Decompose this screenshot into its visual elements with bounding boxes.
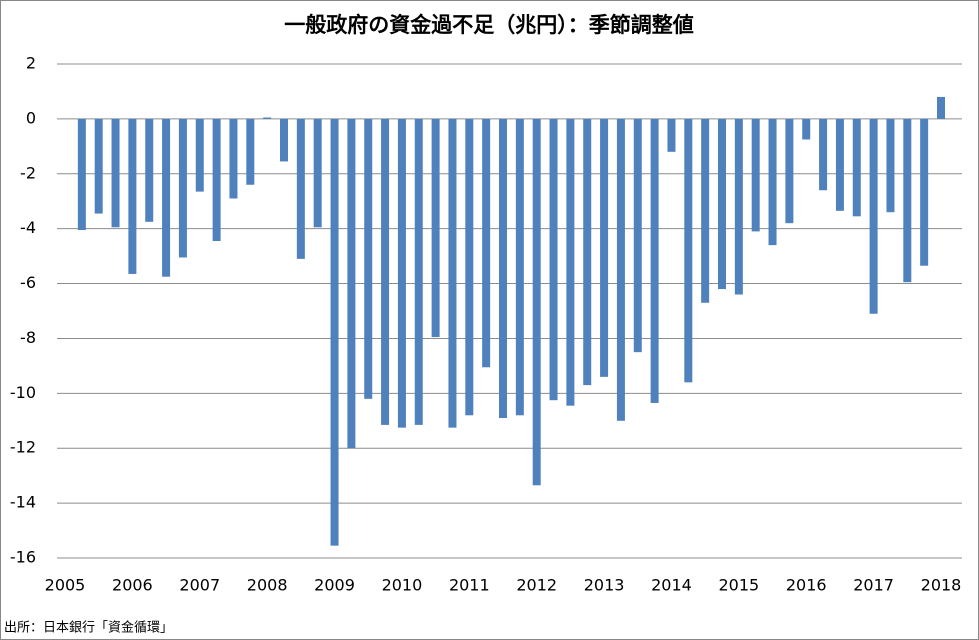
y-tick-label: 2 [26,54,36,73]
x-tick-label: 2005 [45,576,86,595]
bar [903,118,912,283]
bar [751,118,760,232]
x-tick-label: 2011 [449,576,490,595]
bar [195,118,204,192]
bar [178,118,187,258]
x-tick-label: 2010 [382,576,423,595]
bar [465,118,474,416]
bar [77,118,86,231]
bar [734,118,743,295]
bar [482,118,491,368]
y-tick-label: -4 [20,218,36,237]
bar [667,118,676,152]
bar [886,118,895,213]
bar [364,118,373,399]
bar [920,118,929,266]
bar [263,117,272,119]
bar [229,118,238,199]
bar [600,118,609,377]
bar [566,118,575,406]
x-tick-label: 2006 [112,576,153,595]
bar [280,118,288,162]
bar [145,118,154,222]
bar [414,118,423,425]
bar [650,118,659,403]
bar [94,118,103,214]
bar [835,118,844,211]
y-tick-label: -8 [20,328,36,347]
bar [313,118,322,228]
bar [616,118,625,421]
bar [785,118,794,224]
bar [684,118,693,383]
bar [111,118,120,228]
y-tick-label: -12 [10,438,36,457]
y-tick-label: -6 [20,273,36,292]
y-tick-label: 0 [26,108,36,127]
x-tick-label: 2015 [718,576,759,595]
y-tick-label: -2 [20,163,36,182]
x-tick-label: 2007 [179,576,220,595]
bar [852,118,861,217]
bar [802,118,811,140]
bar [128,118,137,274]
bar [532,118,541,486]
x-tick-label: 2012 [516,576,557,595]
bar [397,118,406,428]
bar [330,118,339,546]
bar [819,118,828,191]
bar [431,118,440,338]
bar [515,118,524,416]
bar [718,118,726,290]
bar [162,118,171,277]
bar [347,118,356,449]
source-note: 出所：日本銀行「資金循環」 [4,620,173,636]
bar [937,96,945,119]
x-tick-label: 2014 [651,576,692,595]
bar [583,118,592,386]
y-tick-label: -10 [10,383,36,402]
bar [633,118,642,353]
bar [296,118,305,259]
bar [448,118,457,428]
x-tick-label: 2009 [314,576,355,595]
x-tick-label: 2018 [921,576,962,595]
x-tick-label: 2013 [584,576,625,595]
bar [381,118,390,425]
bar [212,118,221,242]
x-tick-label: 2008 [247,576,288,595]
y-tick-label: -14 [10,493,36,512]
bar [246,118,255,185]
chart-title: 一般政府の資金過不足（兆円）：季節調整値 [284,13,694,37]
y-tick-label: -16 [10,548,36,567]
bar [869,118,878,314]
x-tick-label: 2017 [853,576,894,595]
bar [701,118,710,303]
bar [768,118,777,246]
bar [499,118,507,419]
bar [549,118,558,401]
x-tick-label: 2016 [786,576,827,595]
